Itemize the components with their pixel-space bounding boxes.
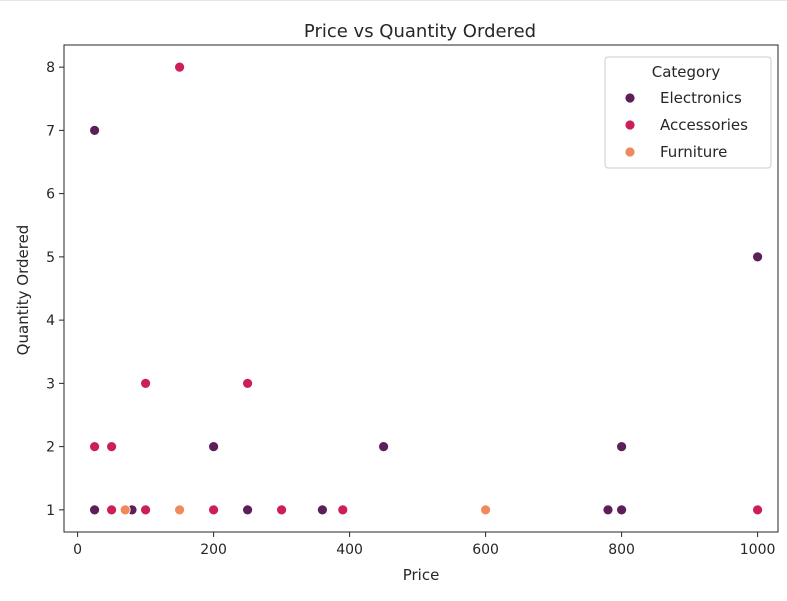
point-accessories bbox=[752, 504, 763, 516]
point-accessories bbox=[174, 61, 186, 73]
point-accessories bbox=[208, 504, 220, 516]
x-tick-label: 0 bbox=[73, 542, 82, 558]
point-electronics bbox=[242, 504, 254, 516]
point-furniture bbox=[174, 504, 186, 516]
point-furniture bbox=[480, 504, 492, 516]
point-electronics bbox=[602, 504, 614, 516]
legend-items: Electronics Accessories Furniture bbox=[624, 89, 748, 161]
y-tick-label: 5 bbox=[46, 250, 55, 266]
y-tick-label: 8 bbox=[46, 60, 55, 76]
point-electronics bbox=[316, 504, 328, 516]
y-axis-ticks: 1 2 3 4 5 6 7 8 bbox=[46, 60, 64, 519]
y-tick-label: 6 bbox=[46, 187, 55, 203]
point-accessories bbox=[106, 441, 117, 453]
y-axis-label: Quantity Ordered bbox=[14, 225, 32, 356]
point-electronics bbox=[616, 504, 627, 516]
point-electronics bbox=[752, 251, 763, 263]
legend-box bbox=[604, 56, 772, 169]
y-tick-label: 2 bbox=[46, 440, 55, 456]
point-accessories bbox=[106, 504, 117, 516]
x-tick-label: 600 bbox=[472, 542, 499, 558]
x-tick-label: 800 bbox=[608, 542, 635, 558]
y-tick-label: 3 bbox=[46, 376, 55, 392]
legend-title: Category bbox=[652, 63, 721, 81]
legend-label-electronics: Electronics bbox=[660, 89, 742, 107]
legend-label-furniture: Furniture bbox=[660, 143, 727, 161]
point-accessories bbox=[276, 504, 288, 516]
point-electronics bbox=[89, 504, 100, 516]
y-tick-label: 1 bbox=[46, 503, 55, 519]
point-accessories bbox=[337, 504, 349, 516]
point-electronics bbox=[378, 441, 390, 453]
point-accessories bbox=[242, 377, 254, 389]
legend-marker-furniture bbox=[624, 146, 636, 158]
x-tick-label: 200 bbox=[200, 542, 227, 558]
data-points bbox=[89, 61, 763, 516]
y-tick-label: 4 bbox=[46, 313, 55, 329]
chart-title: Price vs Quantity Ordered bbox=[304, 21, 536, 42]
legend-label-accessories: Accessories bbox=[660, 116, 748, 134]
legend-marker-accessories bbox=[624, 119, 636, 131]
point-electronics bbox=[208, 441, 220, 453]
point-accessories bbox=[140, 377, 152, 389]
legend-marker-electronics bbox=[624, 92, 636, 104]
top-divider bbox=[0, 0, 787, 1]
x-axis-label: Price bbox=[403, 566, 440, 584]
point-electronics bbox=[89, 124, 100, 136]
y-tick-label: 7 bbox=[46, 123, 55, 139]
point-accessories bbox=[140, 504, 152, 516]
legend: Category Electronics Accessories Furniture bbox=[604, 56, 772, 169]
point-accessories bbox=[89, 441, 100, 453]
x-tick-label: 1000 bbox=[740, 542, 776, 558]
x-tick-label: 400 bbox=[336, 542, 363, 558]
point-electronics bbox=[616, 441, 627, 453]
point-furniture bbox=[119, 504, 131, 516]
x-axis-ticks: 0 200 400 600 800 1000 bbox=[73, 532, 775, 558]
